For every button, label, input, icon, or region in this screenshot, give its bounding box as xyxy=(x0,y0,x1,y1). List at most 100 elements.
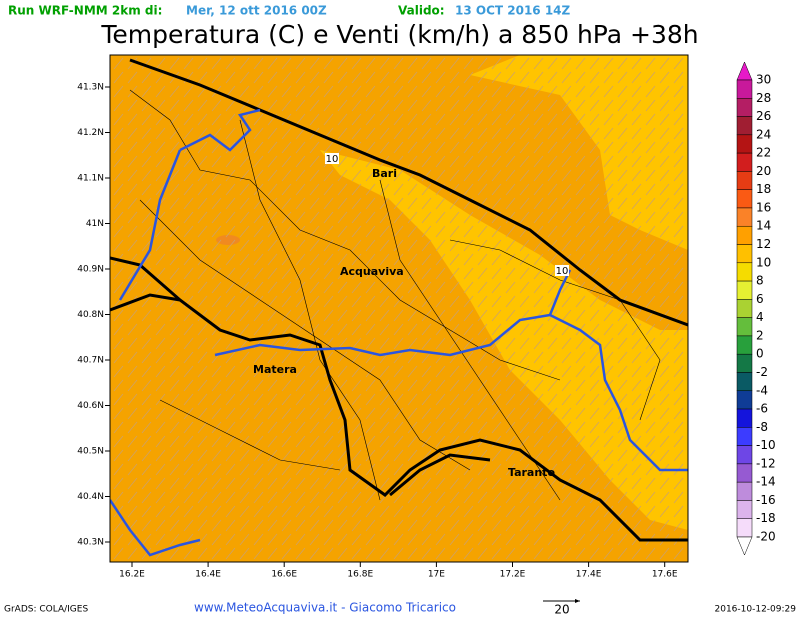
colorbar-label: -16 xyxy=(756,493,776,507)
colorbar-cell xyxy=(736,280,753,300)
colorbar-label: 26 xyxy=(756,109,771,123)
footer-credit: GrADS: COLA/IGES xyxy=(4,605,88,615)
lon-label: 16.6E xyxy=(271,570,297,580)
colorbar-label: -20 xyxy=(756,530,776,544)
colorbar-cell xyxy=(736,116,753,136)
colorbar-label: 30 xyxy=(756,73,771,87)
lat-label: 40.6N xyxy=(77,401,104,411)
city-label: Matera xyxy=(253,363,297,376)
city-label: Acquaviva xyxy=(340,265,404,278)
region-border xyxy=(110,256,688,542)
colorbar-label: 20 xyxy=(756,164,771,178)
coastline xyxy=(389,453,491,497)
province-borders xyxy=(110,108,688,557)
colorbar-label: 2 xyxy=(756,328,764,342)
colorbar-cell xyxy=(736,262,753,282)
colorbar-label: 4 xyxy=(756,310,764,324)
contour-label: 10 xyxy=(326,154,339,165)
lat-label: 41.3N xyxy=(77,83,104,93)
colorbar-cell xyxy=(736,481,753,501)
title: Temperatura (C) e Venti (km/h) a 850 hPa… xyxy=(100,20,698,49)
city-label: Taranto xyxy=(508,466,555,479)
wind-vectors xyxy=(110,55,688,562)
colorbar-label: 16 xyxy=(756,200,771,214)
lon-label: 17.2E xyxy=(500,570,526,580)
wind-ref-head xyxy=(575,599,580,603)
colorbar-cell xyxy=(736,171,753,190)
lon-label: 17E xyxy=(428,570,445,580)
colorbar-cell xyxy=(736,390,753,410)
colorbar-label: 8 xyxy=(756,274,764,288)
colorbar-cell xyxy=(736,244,753,264)
lon-label: 17.6E xyxy=(652,570,678,580)
colorbar-label: 6 xyxy=(756,292,764,306)
colorbar-cell xyxy=(736,335,753,355)
lat-label: 40.7N xyxy=(77,356,104,366)
lat-label: 40.3N xyxy=(77,538,104,548)
colorbar-label: 12 xyxy=(756,237,771,251)
colorbar-cell xyxy=(736,299,753,318)
map-frame xyxy=(109,54,689,563)
colorbar-cap xyxy=(736,61,753,81)
municipal-borders xyxy=(129,89,661,501)
colorbar-cell xyxy=(736,134,753,154)
colorbar-cell xyxy=(736,353,753,373)
region-border xyxy=(110,293,181,312)
lon-label: 16.4E xyxy=(195,570,221,580)
valid-date: 13 OCT 2016 14Z xyxy=(455,4,571,18)
colorbar-cell xyxy=(736,98,753,117)
footer-timestamp: 2016-10-12-09:29 xyxy=(715,605,797,615)
colorbar-cell xyxy=(736,225,753,245)
coastline xyxy=(129,58,688,327)
colorbar-cell xyxy=(736,427,753,446)
lat-label: 40.4N xyxy=(77,492,104,502)
city-label: Bari xyxy=(372,167,397,180)
contour-label-bg xyxy=(325,153,339,164)
lat-label: 41N xyxy=(86,219,104,229)
colorbar-cell xyxy=(736,445,753,465)
colorbar-cell xyxy=(736,408,753,428)
lon-label: 16.2E xyxy=(119,570,145,580)
colorbar-label: 10 xyxy=(756,255,771,269)
colorbar-label: -6 xyxy=(756,402,768,416)
colorbar-label: -14 xyxy=(756,475,776,489)
colorbar-label: -2 xyxy=(756,365,768,379)
colorbar-cell xyxy=(736,372,753,392)
contour-label: 10 xyxy=(556,266,569,277)
lat-label: 40.8N xyxy=(77,310,104,320)
colorbar-label: -10 xyxy=(756,438,776,452)
colorbar-label: -12 xyxy=(756,456,776,470)
lon-labels: 16.2E 16.4E 16.6E 16.8E 17E 17.2E 17.4E 17.6E xyxy=(119,562,678,580)
colorbar-label: 22 xyxy=(756,146,771,160)
colorbar-label: 28 xyxy=(756,91,771,105)
colorbar-cap xyxy=(736,536,753,556)
run-date: Mer, 12 ott 2016 00Z xyxy=(186,4,327,18)
colorbar-label: 14 xyxy=(756,219,771,233)
colorbar-cell xyxy=(736,79,753,99)
lat-label: 40.9N xyxy=(77,265,104,275)
lon-label: 17.4E xyxy=(576,570,602,580)
contour-label-bg xyxy=(555,265,569,276)
colorbar-label: -18 xyxy=(756,511,776,525)
colorbar-cell xyxy=(736,152,753,172)
colorbar-label: -8 xyxy=(756,420,768,434)
lat-label: 41.2N xyxy=(77,128,104,138)
colorbar-label: 0 xyxy=(756,347,764,361)
lat-label: 40.5N xyxy=(77,447,104,457)
lat-labels: 41.3N 41.2N 41.1N 41N 40.9N 40.8N 40.7N 40.6N 40… xyxy=(77,83,110,548)
wind-ref-label: 20 xyxy=(554,603,569,617)
colorbar-cell xyxy=(736,189,753,209)
colorbar-cell xyxy=(736,463,753,483)
colorbar-label: 24 xyxy=(756,127,771,141)
colorbar-label: 18 xyxy=(756,182,771,196)
lat-label: 41.1N xyxy=(77,174,104,184)
lon-label: 16.8E xyxy=(347,570,373,580)
colorbar-label: -4 xyxy=(756,383,768,397)
valid-label: Valido: xyxy=(398,4,445,18)
footer-site: www.MeteoAcquaviva.it - Giacomo Tricaric… xyxy=(194,601,456,615)
colorbar-cell xyxy=(736,518,753,538)
colorbar-cell xyxy=(736,500,753,519)
run-label: Run WRF-NMM 2km di: xyxy=(8,4,162,18)
colorbar: 302826242220181614121086420-2-4-6-8-10-1… xyxy=(736,61,776,556)
